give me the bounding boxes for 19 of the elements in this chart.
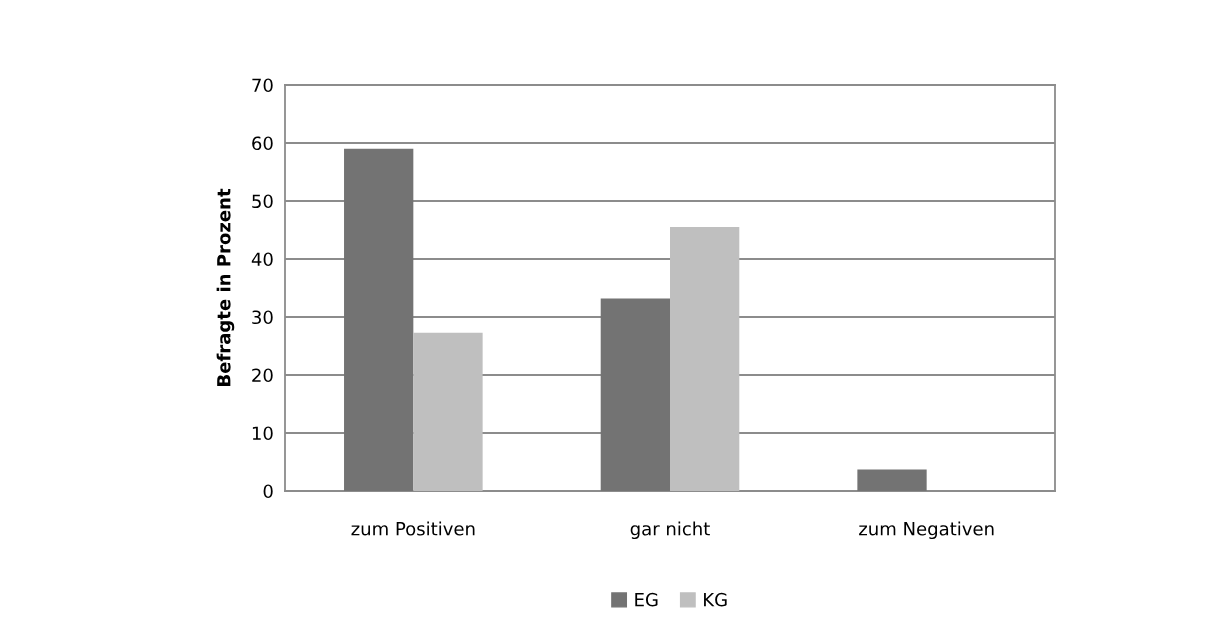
bar bbox=[413, 332, 483, 491]
bar bbox=[600, 298, 670, 491]
y-tick-label: 40 bbox=[251, 252, 273, 267]
x-tick-label: gar nicht bbox=[630, 521, 710, 540]
bar bbox=[344, 148, 414, 491]
legend-label: KG bbox=[704, 592, 727, 607]
y-axis-title: Befragte in Prozent bbox=[216, 188, 235, 386]
y-tick-label: 10 bbox=[252, 426, 273, 441]
x-tick-label: zum Positiven bbox=[351, 521, 475, 536]
y-tick-label: 30 bbox=[252, 310, 273, 325]
bar bbox=[857, 469, 927, 491]
x-tick-label: zum Negativen bbox=[859, 521, 994, 540]
legend-label: EG bbox=[635, 592, 658, 607]
y-tick-label: 70 bbox=[252, 78, 273, 93]
y-tick-label: 0 bbox=[263, 484, 273, 499]
bar bbox=[670, 227, 740, 491]
y-tick-label: 60 bbox=[252, 136, 273, 151]
y-tick-label: 50 bbox=[252, 194, 273, 209]
y-tick-label: 20 bbox=[252, 368, 273, 383]
